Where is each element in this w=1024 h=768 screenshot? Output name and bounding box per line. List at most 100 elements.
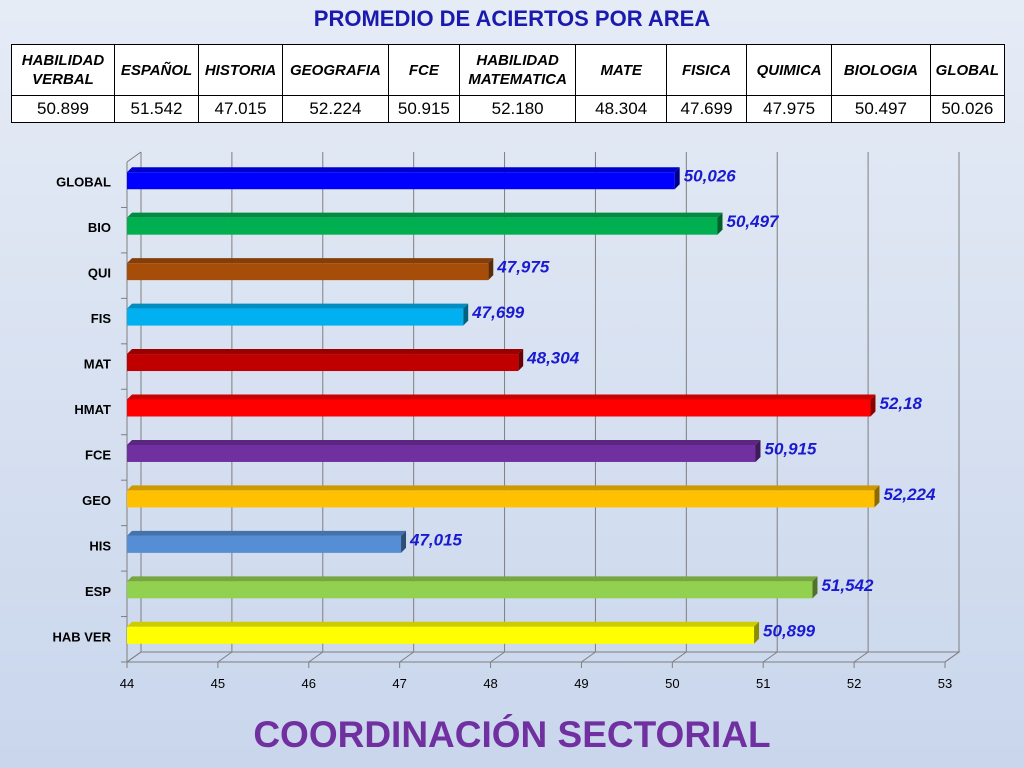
header-cell: QUIMICA — [746, 44, 833, 96]
x-tick-label: 47 — [392, 676, 406, 691]
bar-side — [870, 394, 876, 417]
data-label: 47,699 — [471, 303, 525, 322]
bar-side — [674, 167, 680, 190]
bar — [127, 354, 519, 372]
x-tick-label: 53 — [938, 676, 952, 691]
value-cell: 51.542 — [114, 95, 200, 123]
category-label: FCE — [85, 447, 111, 462]
bar-side — [463, 303, 469, 326]
data-label: 50,026 — [684, 167, 737, 186]
bar-side — [518, 349, 524, 372]
bar — [127, 444, 756, 462]
value-cell: 47.699 — [666, 95, 748, 123]
bar-top — [127, 167, 680, 173]
bar-side — [812, 576, 818, 599]
category-label: MAT — [84, 357, 111, 372]
value-cell: 52.224 — [282, 95, 389, 123]
x-tick-label: 46 — [302, 676, 316, 691]
page-title: PROMEDIO DE ACIERTOS POR AREA — [313, 6, 711, 31]
data-label: 47,015 — [409, 530, 463, 549]
category-label: HMAT — [74, 402, 111, 417]
header-cell: GLOBAL — [929, 44, 1006, 96]
value-cell: 50.497 — [831, 95, 931, 123]
data-label: 50,915 — [764, 439, 817, 458]
gridline — [944, 152, 960, 663]
x-tick-label: 51 — [756, 676, 770, 691]
bar — [127, 399, 871, 417]
data-label: 52,224 — [883, 485, 936, 504]
value-cell: 52.180 — [458, 95, 577, 123]
x-tick-label: 50 — [665, 676, 679, 691]
plot-floor — [125, 651, 961, 663]
bar — [127, 581, 813, 599]
bar-top — [127, 439, 761, 445]
bar-top — [127, 485, 880, 491]
bar — [127, 172, 675, 190]
data-label: 52,18 — [879, 394, 922, 413]
header-cell: ESPAÑOL — [114, 44, 200, 96]
value-cell: 48.304 — [575, 95, 668, 123]
bar-top — [127, 258, 494, 264]
bar-side — [717, 212, 723, 235]
bar-top — [127, 394, 876, 400]
category-label: GLOBAL — [56, 175, 111, 190]
table-header-row: HABILIDAD VERBAL ESPAÑOL HISTORIA GEOGRA… — [10, 44, 1006, 96]
category-label: FIS — [91, 311, 112, 326]
gridline — [581, 152, 596, 663]
gridline — [672, 152, 687, 663]
bar-side — [401, 530, 407, 553]
gridline — [853, 152, 869, 663]
bar — [127, 626, 755, 644]
bar — [127, 263, 489, 281]
header-cell: HABILIDAD MATEMATICA — [458, 44, 577, 96]
bar-chart: 44 45 46 47 48 49 50 51 52 53 HAB VER 50,899 ESP 51,5… — [52, 151, 961, 691]
data-label: 51,542 — [821, 576, 874, 595]
scores-table: HABILIDAD VERBAL ESPAÑOL HISTORIA GEOGRA… — [10, 44, 1006, 123]
bar — [127, 490, 875, 508]
bar-top — [127, 212, 723, 218]
bar — [127, 308, 464, 326]
gridline — [490, 152, 506, 663]
category-label: ESP — [85, 584, 111, 599]
bar-top — [127, 621, 760, 627]
bar-side — [754, 621, 760, 644]
value-cell: 47.015 — [198, 95, 284, 123]
bar — [127, 217, 718, 235]
category-label: QUI — [88, 266, 111, 281]
bar-top — [127, 576, 818, 582]
bar-side — [874, 485, 880, 508]
category-label: GEO — [82, 493, 111, 508]
x-tick-label: 48 — [483, 676, 497, 691]
data-label: 47,975 — [496, 258, 550, 277]
x-tick-label: 49 — [574, 676, 588, 691]
category-label: HIS — [89, 538, 111, 553]
x-tick-label: 52 — [847, 676, 861, 691]
x-tick-label: 44 — [120, 676, 134, 691]
gridline — [762, 152, 778, 663]
data-label: 50,497 — [727, 212, 781, 231]
value-cell: 50.915 — [387, 95, 460, 123]
data-label: 50,899 — [763, 621, 816, 640]
value-cell: 47.975 — [746, 95, 833, 123]
value-cell: 50.026 — [929, 95, 1006, 123]
bar-top — [127, 349, 524, 355]
category-label: HAB VER — [52, 629, 111, 644]
header-cell: FISICA — [666, 44, 748, 96]
header-cell: HABILIDAD VERBAL — [10, 44, 116, 96]
header-cell: GEOGRAFIA — [282, 44, 389, 96]
value-cell: 50.899 — [10, 95, 116, 123]
category-label: BIO — [88, 220, 111, 235]
header-cell: FCE — [387, 44, 460, 96]
header-cell: HISTORIA — [198, 44, 284, 96]
header-cell: BIOLOGIA — [831, 44, 931, 96]
x-tick-label: 45 — [211, 676, 225, 691]
bar-side — [488, 258, 494, 281]
bar-top — [127, 530, 407, 536]
bar-top — [127, 303, 469, 309]
bar-side — [755, 439, 761, 462]
header-cell: MATE — [575, 44, 668, 96]
bar — [127, 535, 402, 553]
footer-title: COORDINACIÓN SECTORIAL — [253, 714, 771, 755]
table-value-row: 50.899 51.542 47.015 52.224 50.915 52.18… — [10, 95, 1006, 123]
data-label: 48,304 — [526, 349, 580, 368]
